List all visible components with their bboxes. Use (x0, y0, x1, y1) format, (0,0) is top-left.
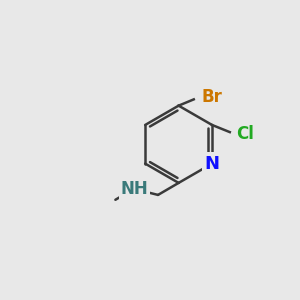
Text: NH: NH (121, 180, 148, 198)
Text: N: N (205, 154, 220, 172)
Text: Br: Br (201, 88, 222, 106)
Text: Cl: Cl (236, 125, 254, 143)
